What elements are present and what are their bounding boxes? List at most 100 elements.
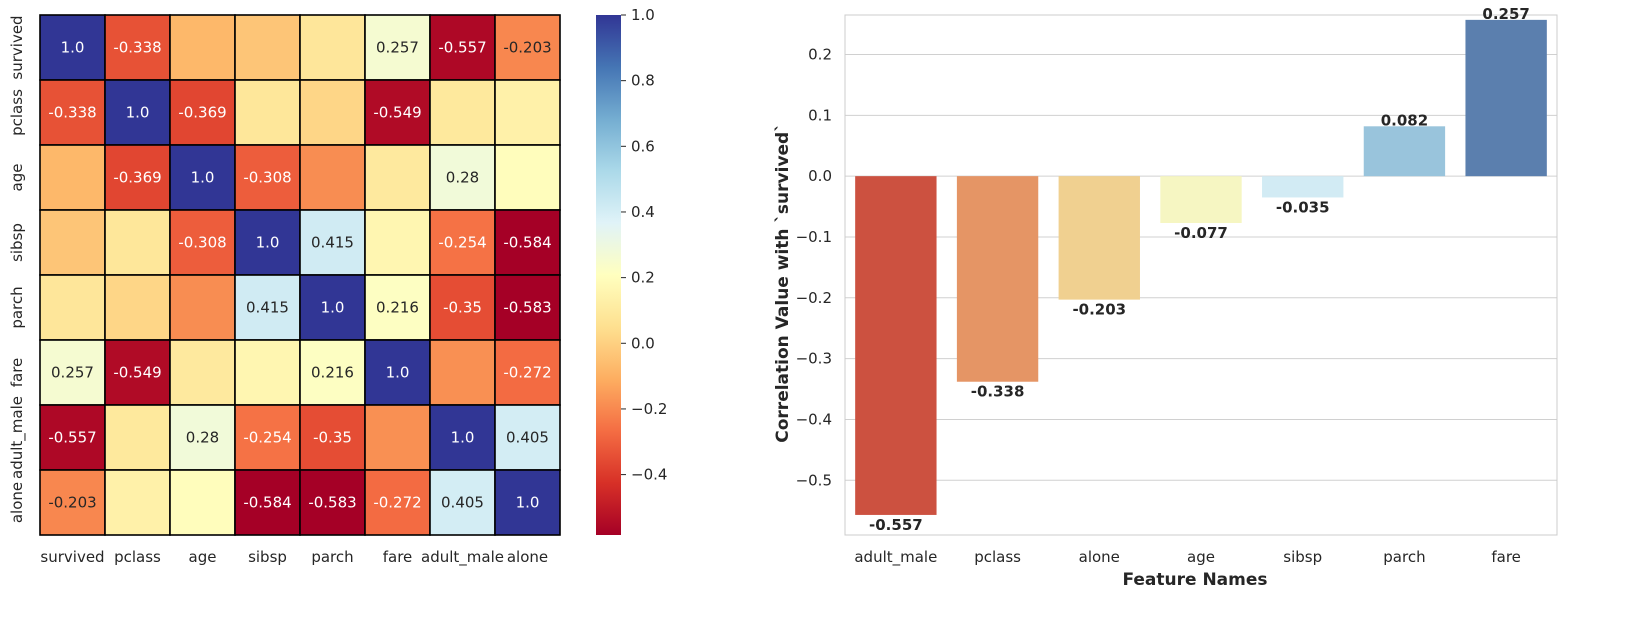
y-tick-label: −0.5 [796, 471, 832, 489]
heatmap-cell [494, 144, 561, 211]
heatmap-cell [494, 209, 561, 276]
heatmap-cell [104, 144, 171, 211]
heatmap-row-label: alone [8, 482, 26, 523]
colorbar-tick-label: −0.4 [631, 466, 667, 484]
heatmap-cell [39, 144, 106, 211]
heatmap-cell [39, 209, 106, 276]
bar-sibsp [1262, 176, 1344, 198]
heatmap-cell-label: 1.0 [386, 364, 410, 382]
heatmap-col-label: age [189, 548, 217, 566]
x-tick-label: fare [1491, 548, 1521, 566]
heatmap-col-label: fare [383, 548, 413, 566]
colorbar-tick-label: 0.4 [631, 203, 655, 221]
colorbar-tick-label: 0.0 [631, 334, 655, 352]
heatmap-cell [364, 339, 431, 406]
colorbar-scale [596, 15, 621, 535]
heatmap-cell [364, 144, 431, 211]
heatmap-col-label: alone [507, 548, 548, 566]
heatmap-cell [169, 469, 236, 536]
heatmap-cell-label: 0.216 [311, 364, 354, 382]
heatmap-cell [169, 79, 236, 146]
bar-chart: 0.2 0.1 0.0 −0.1 −0.2 −0.3 −0.4 −0.5 -0.557 adult… [773, 5, 1558, 590]
heatmap-cell [364, 274, 431, 341]
heatmap-cell-label: -0.338 [113, 39, 161, 57]
heatmap-cell [234, 144, 301, 211]
x-tick-label: sibsp [1283, 548, 1322, 566]
y-tick-label: 0.2 [808, 46, 832, 64]
heatmap-col-label: parch [311, 548, 353, 566]
y-tick-label: 0.1 [808, 106, 832, 124]
bar-age [1160, 176, 1242, 223]
heatmap-cell [104, 209, 171, 276]
heatmap-cell [299, 274, 366, 341]
heatmap-cell-label: -0.583 [503, 299, 551, 317]
heatmap-cell-label: 1.0 [191, 169, 215, 187]
heatmap-cell-label: -0.584 [243, 494, 291, 512]
heatmap-cell-label: -0.272 [503, 364, 551, 382]
heatmap-cell [234, 469, 301, 536]
heatmap-cell [429, 79, 496, 146]
heatmap-cell [494, 274, 561, 341]
heatmap-cell-label: 1.0 [321, 299, 345, 317]
bar-value-label: -0.203 [1072, 301, 1126, 319]
heatmap-cell [169, 339, 236, 406]
heatmap-row-label: age [8, 164, 26, 192]
heatmap-row-label: sibsp [8, 223, 26, 262]
colorbar-tick-label: 0.6 [631, 137, 655, 155]
heatmap-cell-label: -0.308 [243, 169, 291, 187]
heatmap-cell-label: -0.369 [113, 169, 161, 187]
bar-value-label: 0.082 [1381, 111, 1428, 129]
heatmap-col-label: sibsp [248, 548, 287, 566]
heatmap-cell [429, 209, 496, 276]
heatmap-col-label: adult_male [421, 548, 504, 567]
heatmap-cell [39, 274, 106, 341]
heatmap-cell [364, 469, 431, 536]
heatmap-cell [169, 209, 236, 276]
heatmap-cell [494, 339, 561, 406]
heatmap-cell [299, 14, 366, 81]
heatmap-col-label: pclass [114, 548, 161, 566]
y-axis-title: Correlation Value with `survived` [773, 123, 793, 442]
heatmap-cell [364, 404, 431, 471]
bar-pclass [956, 176, 1039, 382]
heatmap-cell [299, 209, 366, 276]
heatmap-cell-label: -0.35 [313, 429, 352, 447]
heatmap-cell [429, 274, 496, 341]
heatmap-cell [429, 339, 496, 406]
bar-value-label: -0.077 [1174, 224, 1228, 242]
heatmap-cell [39, 14, 106, 81]
heatmap-cell-label: -0.254 [438, 234, 486, 252]
heatmap-cell [494, 79, 561, 146]
heatmap-cell [234, 339, 301, 406]
heatmap-cell [299, 144, 366, 211]
heatmap-cell [39, 79, 106, 146]
colorbar-tick-label: 1.0 [631, 6, 655, 24]
x-tick-label: parch [1383, 548, 1425, 566]
heatmap-cell-label: -0.308 [178, 234, 226, 252]
heatmap-cell-label: -0.584 [503, 234, 551, 252]
colorbar-tick-label: 0.8 [631, 72, 655, 90]
heatmap-row-label: pclass [8, 89, 26, 136]
bar-value-label: -0.035 [1276, 198, 1330, 216]
heatmap-cell [234, 274, 301, 341]
bar-fare [1465, 19, 1547, 177]
bar-value-label: -0.338 [971, 383, 1025, 401]
heatmap-cell [364, 209, 431, 276]
y-tick-label: −0.1 [796, 228, 832, 246]
heatmap-row-label: parch [8, 286, 26, 328]
heatmap-row-label: survived [8, 15, 26, 79]
heatmap-cell [104, 274, 171, 341]
x-tick-label: pclass [974, 548, 1021, 566]
heatmap-cell-label: 0.415 [246, 299, 289, 317]
heatmap-cell-label: 1.0 [516, 494, 540, 512]
heatmap-cell [494, 469, 561, 536]
heatmap-cell-label: 0.257 [51, 364, 94, 382]
heatmap-cell [39, 469, 106, 536]
heatmap-cell-label: -0.35 [443, 299, 482, 317]
colorbar: 1.0 0.8 0.6 0.4 0.2 0.0 −0.2 −0.4 [596, 6, 667, 535]
heatmap-cell-label: 0.405 [506, 429, 549, 447]
heatmap-cell-label: 1.0 [61, 39, 85, 57]
heatmap-cell [234, 79, 301, 146]
heatmap-cell-label: 1.0 [451, 429, 475, 447]
